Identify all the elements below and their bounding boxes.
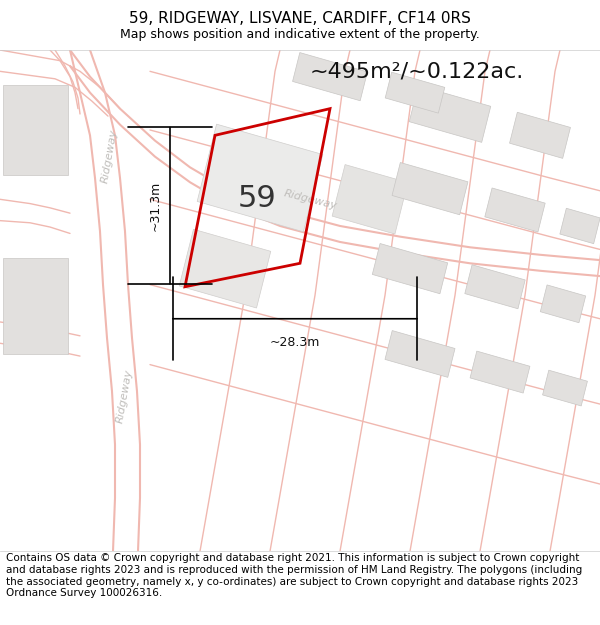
Polygon shape	[385, 72, 445, 113]
Polygon shape	[485, 188, 545, 232]
Polygon shape	[293, 52, 367, 101]
Polygon shape	[179, 229, 271, 308]
Polygon shape	[470, 351, 530, 393]
Polygon shape	[332, 164, 408, 234]
Text: ~28.3m: ~28.3m	[270, 336, 320, 349]
Text: Contains OS data © Crown copyright and database right 2021. This information is : Contains OS data © Crown copyright and d…	[6, 554, 582, 598]
Polygon shape	[541, 285, 586, 322]
Text: Map shows position and indicative extent of the property.: Map shows position and indicative extent…	[120, 28, 480, 41]
Text: ~495m²/~0.122ac.: ~495m²/~0.122ac.	[310, 62, 524, 82]
Polygon shape	[560, 208, 600, 244]
Polygon shape	[409, 86, 491, 142]
Text: Ridgeway: Ridgeway	[115, 369, 134, 424]
Polygon shape	[385, 331, 455, 378]
Polygon shape	[392, 162, 468, 215]
Polygon shape	[509, 112, 571, 158]
Polygon shape	[197, 124, 323, 232]
Text: Ridgeway: Ridgeway	[100, 129, 119, 184]
Polygon shape	[373, 244, 448, 294]
Text: Ridgeway: Ridgeway	[282, 188, 338, 211]
Text: 59, RIDGEWAY, LISVANE, CARDIFF, CF14 0RS: 59, RIDGEWAY, LISVANE, CARDIFF, CF14 0RS	[129, 11, 471, 26]
Text: ~31.3m: ~31.3m	[149, 181, 162, 231]
Polygon shape	[465, 265, 525, 309]
Polygon shape	[2, 258, 67, 354]
Text: 59: 59	[238, 184, 277, 213]
Polygon shape	[2, 84, 67, 175]
Polygon shape	[542, 370, 587, 406]
